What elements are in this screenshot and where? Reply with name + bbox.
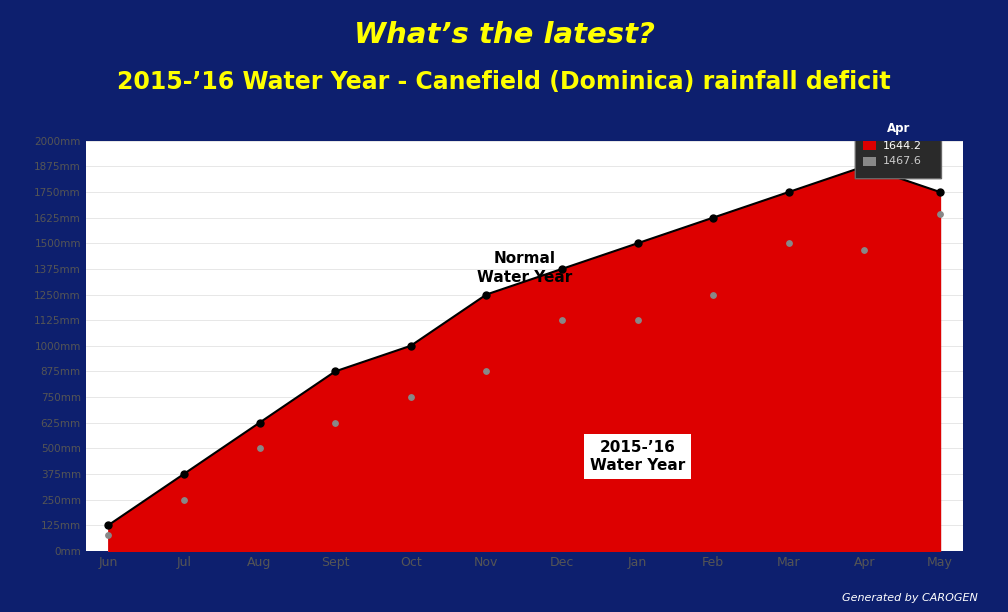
Point	[856, 162, 872, 171]
Point	[931, 209, 948, 218]
Point	[856, 245, 872, 255]
Text: 2015-’16 Water Year - Canefield (Dominica) rainfall deficit: 2015-’16 Water Year - Canefield (Dominic…	[117, 70, 891, 94]
Point	[327, 367, 343, 376]
FancyBboxPatch shape	[863, 157, 876, 166]
Point	[553, 264, 570, 274]
Text: Apr: Apr	[887, 122, 910, 135]
Point	[553, 315, 570, 325]
Point	[931, 187, 948, 197]
Point	[101, 520, 116, 530]
Point	[780, 238, 796, 248]
Point	[402, 341, 419, 351]
Point	[175, 469, 192, 479]
Point	[327, 418, 343, 428]
Point	[402, 392, 419, 402]
Point	[478, 289, 494, 299]
Point	[101, 531, 116, 540]
FancyBboxPatch shape	[863, 141, 876, 151]
Text: 1644.2: 1644.2	[883, 141, 922, 151]
Point	[252, 418, 268, 428]
Point	[629, 315, 645, 325]
Text: 2015-’16
Water Year: 2015-’16 Water Year	[590, 439, 685, 473]
Point	[705, 289, 721, 299]
Point	[780, 187, 796, 197]
Text: Normal
Water Year: Normal Water Year	[477, 251, 572, 285]
Point	[705, 213, 721, 223]
Text: Generated by CAROGEN: Generated by CAROGEN	[842, 593, 978, 603]
FancyBboxPatch shape	[855, 121, 941, 179]
Point	[629, 238, 645, 248]
Point	[478, 367, 494, 376]
Point	[175, 494, 192, 504]
Text: 1467.6: 1467.6	[883, 156, 922, 166]
Point	[252, 443, 268, 453]
Text: What’s the latest?: What’s the latest?	[354, 21, 654, 50]
